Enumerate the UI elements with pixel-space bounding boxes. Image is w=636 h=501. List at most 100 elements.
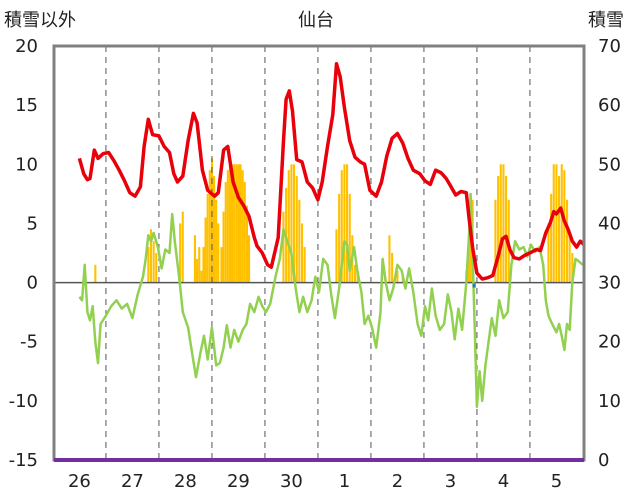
snow-bar-73	[563, 170, 566, 283]
left-tick-label-1: -10	[9, 391, 38, 412]
snow-bar-38	[293, 164, 296, 283]
series-red-line	[77, 61, 586, 281]
series-marker	[472, 283, 476, 288]
snow-bar-52	[388, 235, 391, 283]
right-tick-label-1: 10	[598, 391, 621, 412]
snow-bar-4	[152, 241, 155, 283]
snow-bar-25	[231, 164, 234, 283]
snow-bar-0	[94, 264, 97, 283]
snow-bar-74	[566, 199, 569, 283]
x-tick-label-6: 2	[392, 471, 403, 492]
snow-bar-48	[348, 193, 351, 283]
snow-bar-39	[295, 176, 298, 283]
x-tick-label-1: 27	[121, 471, 144, 492]
left-tick-label-6: 15	[15, 95, 38, 116]
snow-bar-36	[287, 170, 290, 283]
x-tick-label-2: 28	[174, 471, 197, 492]
snow-bar-30	[241, 170, 244, 283]
snow-bar-53	[391, 253, 394, 283]
snow-bar-45	[340, 170, 343, 283]
x-tick-label-0: 26	[68, 471, 91, 492]
snow-bar-70	[555, 164, 558, 283]
snow-bar-20	[220, 247, 223, 283]
snow-bar-43	[335, 229, 338, 283]
snow-bar-6	[179, 223, 182, 283]
snow-bar-2	[147, 247, 150, 283]
right-tick-label-0: 0	[598, 450, 609, 471]
x-tick-label-9: 5	[551, 471, 562, 492]
left-tick-label-0: -15	[9, 450, 38, 471]
snow-bar-7	[181, 211, 184, 283]
left-axis-label: 積雪以外	[4, 10, 76, 31]
snow-bar-67	[547, 223, 550, 283]
snow-bar-3	[149, 229, 152, 283]
x-tick-label-5: 1	[339, 471, 350, 492]
snow-bar-34	[282, 211, 285, 283]
right-tick-label-4: 40	[598, 213, 621, 234]
snow-bar-31	[243, 182, 246, 283]
snow-bar-32	[245, 205, 248, 283]
snow-bar-27	[235, 164, 238, 283]
x-tick-label-3: 29	[227, 471, 250, 492]
snow-bar-68	[550, 193, 553, 283]
snow-bar-72	[560, 164, 563, 283]
right-tick-label-6: 60	[598, 95, 621, 116]
snow-bar-14	[206, 193, 209, 283]
snow-bar-59	[469, 223, 472, 283]
left-tick-label-5: 10	[15, 154, 38, 175]
snow-bar-19	[217, 223, 220, 283]
left-tick-label-7: 20	[15, 36, 38, 57]
snow-bar-9	[196, 258, 199, 283]
snow-bar-15	[208, 170, 211, 283]
x-tick-label-8: 4	[498, 471, 509, 492]
gridlines	[54, 46, 584, 460]
snow-bar-50	[354, 264, 357, 283]
plot-frame	[52, 44, 586, 462]
snow-bar-12	[202, 247, 205, 283]
x-tick-label-4: 30	[280, 471, 303, 492]
right-tick-label-5: 50	[598, 154, 621, 175]
right-tick-label-7: 70	[598, 36, 621, 57]
snow-bar-54	[396, 270, 399, 283]
left-tick-label-3: 0	[27, 273, 38, 294]
snow-bar-33	[248, 235, 251, 283]
snow-bar-47	[346, 164, 349, 283]
snow-bar-69	[552, 164, 555, 283]
snow-bar-65	[505, 176, 508, 283]
snow-bar-26	[233, 164, 236, 283]
snow-bar-44	[338, 193, 341, 283]
snow-bar-23	[226, 170, 229, 283]
snow-bar-76	[571, 253, 574, 283]
x-tick-label-7: 3	[445, 471, 456, 492]
snow-bar-75	[568, 235, 571, 283]
chart-title: 仙台	[298, 10, 334, 31]
snow-bar-18	[215, 199, 218, 283]
snow-bar-63	[499, 164, 502, 283]
snow-bar-41	[301, 223, 304, 283]
snow-bar-10	[198, 247, 201, 283]
snow-bar-62	[497, 176, 500, 283]
snow-bar-29	[239, 164, 242, 283]
right-tick-label-3: 30	[598, 273, 621, 294]
series-lines	[77, 61, 586, 409]
snow-bar-64	[502, 164, 505, 283]
snow-bar-24	[228, 164, 231, 283]
snow-bar-5	[155, 253, 158, 283]
left-tick-label-4: 5	[27, 213, 38, 234]
snow-bar-11	[200, 270, 203, 283]
right-tick-label-2: 20	[598, 332, 621, 353]
snow-bar-13	[204, 217, 207, 283]
snow-bar-22	[224, 182, 227, 283]
snow-bar-71	[558, 176, 561, 283]
snow-bar-46	[343, 164, 346, 283]
snow-bar-28	[237, 164, 240, 283]
snow-bar-8	[193, 235, 196, 283]
snow-bar-21	[222, 211, 225, 283]
snow-bar-17	[213, 176, 216, 283]
snow-bars	[94, 158, 574, 283]
snow-bar-16	[210, 158, 213, 283]
right-axis-label: 積雪	[588, 10, 624, 31]
left-tick-label-2: -5	[20, 332, 38, 353]
